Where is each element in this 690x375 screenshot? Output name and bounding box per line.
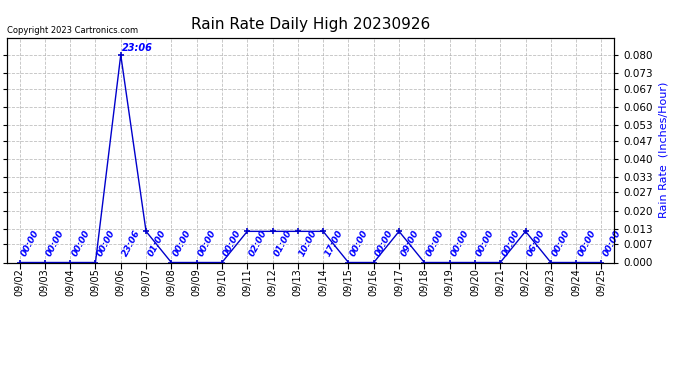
Text: 09/17: 09/17 [394, 268, 404, 296]
Text: 09/05: 09/05 [90, 268, 101, 296]
Text: 00:00: 00:00 [475, 228, 496, 258]
Text: 00:00: 00:00 [95, 228, 117, 258]
Text: 09/18: 09/18 [420, 268, 429, 296]
Text: 01:00: 01:00 [273, 228, 294, 258]
Text: 09/08: 09/08 [166, 268, 177, 296]
Text: 00:00: 00:00 [576, 228, 598, 258]
Text: 00:00: 00:00 [348, 228, 370, 258]
Text: Copyright 2023 Cartronics.com: Copyright 2023 Cartronics.com [7, 26, 138, 35]
Text: 00:00: 00:00 [70, 228, 92, 258]
Text: 02:00: 02:00 [247, 228, 268, 258]
Text: 09/04: 09/04 [65, 268, 75, 296]
Text: 09/11: 09/11 [242, 268, 253, 296]
Text: Rain Rate Daily High 20230926: Rain Rate Daily High 20230926 [191, 17, 430, 32]
Text: 09/25: 09/25 [596, 268, 607, 296]
Text: 09/24: 09/24 [571, 268, 581, 296]
Text: 09/13: 09/13 [293, 268, 303, 296]
Text: 09/10: 09/10 [217, 268, 227, 296]
Text: 09/14: 09/14 [318, 268, 328, 296]
Text: 17:00: 17:00 [323, 228, 344, 258]
Text: 09/03: 09/03 [40, 268, 50, 296]
Text: 01:00: 01:00 [146, 228, 168, 258]
Text: 06:00: 06:00 [526, 228, 547, 258]
Text: 00:00: 00:00 [45, 228, 66, 258]
Text: 10:00: 10:00 [298, 228, 319, 258]
Text: 00:00: 00:00 [374, 228, 395, 258]
Text: 00:00: 00:00 [602, 228, 623, 258]
Text: 09/12: 09/12 [268, 268, 277, 296]
Text: 09/19: 09/19 [444, 268, 455, 296]
Text: 00:00: 00:00 [450, 228, 471, 258]
Text: 09/07: 09/07 [141, 268, 151, 296]
Text: 00:00: 00:00 [171, 228, 193, 258]
Text: 00:00: 00:00 [19, 228, 41, 258]
Text: 00:00: 00:00 [424, 228, 446, 258]
Text: 00:00: 00:00 [197, 228, 218, 258]
Text: 09:00: 09:00 [399, 228, 420, 258]
Text: 09/06: 09/06 [116, 268, 126, 296]
Text: 00:00: 00:00 [500, 228, 522, 258]
Text: 09/22: 09/22 [520, 268, 531, 296]
Text: 09/21: 09/21 [495, 268, 505, 296]
Text: 09/20: 09/20 [470, 268, 480, 296]
Text: 09/15: 09/15 [344, 268, 353, 296]
Text: 09/16: 09/16 [368, 268, 379, 296]
Text: 09/02: 09/02 [14, 268, 25, 296]
Text: 09/09: 09/09 [192, 268, 201, 296]
Text: 00:00: 00:00 [551, 228, 572, 258]
Y-axis label: Rain Rate  (Inches/Hour): Rain Rate (Inches/Hour) [658, 82, 669, 218]
Text: 23:06: 23:06 [122, 43, 153, 53]
Text: 00:00: 00:00 [222, 228, 244, 258]
Text: 09/23: 09/23 [546, 268, 556, 296]
Text: 23:06: 23:06 [121, 228, 142, 258]
